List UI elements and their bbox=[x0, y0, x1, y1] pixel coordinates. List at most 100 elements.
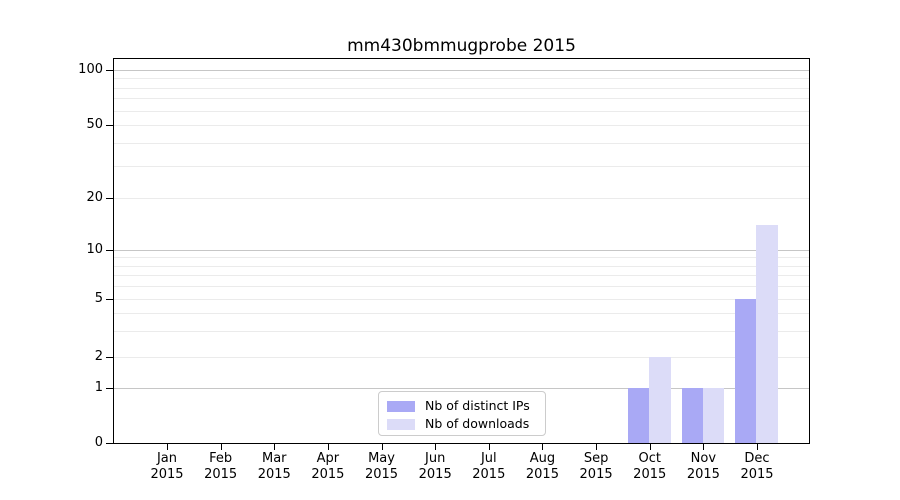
x-tick-year: 2015 bbox=[257, 467, 291, 482]
x-tick-month: Oct bbox=[638, 451, 661, 466]
x-tick bbox=[167, 444, 168, 450]
gridline-major bbox=[114, 250, 809, 251]
x-tick-year: 2015 bbox=[525, 467, 559, 482]
bar-distinct-ips bbox=[681, 388, 703, 443]
x-tick-month: Sep bbox=[583, 451, 609, 466]
y-tick-label: 5 bbox=[94, 291, 103, 306]
gridline-minor bbox=[114, 331, 809, 333]
x-tick-year: 2015 bbox=[579, 467, 613, 482]
x-tick bbox=[381, 444, 383, 450]
gridline-minor bbox=[114, 142, 809, 144]
x-tick-month: May bbox=[368, 451, 395, 466]
x-tick bbox=[649, 444, 651, 450]
gridline-minor bbox=[114, 87, 809, 89]
x-tick-label: Jan 2015 bbox=[141, 451, 193, 483]
x-tick-month: Mar bbox=[262, 451, 287, 466]
gridline-minor bbox=[114, 357, 809, 358]
bar-downloads bbox=[756, 224, 778, 443]
bar-downloads bbox=[702, 388, 725, 443]
legend-swatch-distinct-ips-icon bbox=[387, 400, 415, 412]
gridline-minor bbox=[114, 313, 809, 315]
legend-swatch-downloads-icon bbox=[387, 418, 415, 430]
y-tick-label: 0 bbox=[94, 435, 103, 450]
x-tick-month: Jul bbox=[480, 451, 497, 466]
x-tick-month: Nov bbox=[690, 451, 717, 466]
x-tick-label: Mar 2015 bbox=[248, 451, 300, 483]
x-tick-label: Sep 2015 bbox=[570, 451, 622, 483]
x-tick-label: Jul 2015 bbox=[463, 451, 515, 483]
x-tick-label: Oct 2015 bbox=[624, 451, 676, 483]
y-tick-label: 2 bbox=[94, 349, 103, 364]
gridline-minor bbox=[114, 198, 809, 199]
bar-distinct-ips bbox=[628, 388, 650, 443]
chart-title: mm430bmmugprobe 2015 bbox=[347, 36, 576, 56]
bar-downloads bbox=[649, 357, 671, 443]
y-tick bbox=[106, 198, 113, 199]
x-tick-year: 2015 bbox=[364, 467, 399, 482]
y-tick-label: 100 bbox=[78, 62, 103, 77]
y-tick bbox=[106, 125, 113, 126]
x-tick bbox=[756, 444, 758, 450]
x-tick-month: Jun bbox=[425, 451, 446, 466]
y-tick-label: 50 bbox=[86, 117, 103, 132]
gridline-minor bbox=[114, 98, 809, 100]
plot-area: 0 1 2 5 10 20 50 100 Jan 2015 Feb 2015 Mar 2015 Apr 201… bbox=[78, 59, 809, 482]
gridline-major bbox=[114, 70, 809, 71]
x-tick-label: Nov 2015 bbox=[677, 451, 729, 483]
gridline-major bbox=[114, 388, 809, 389]
legend-entry-distinct-ips: Nb of distinct IPs bbox=[387, 398, 545, 414]
y-tick-label: 20 bbox=[86, 190, 103, 205]
y-tick bbox=[106, 357, 113, 358]
x-tick-month: Dec bbox=[744, 451, 770, 466]
x-tick-label: Feb 2015 bbox=[195, 451, 247, 483]
bar-distinct-ips bbox=[735, 299, 757, 443]
x-tick-year: 2015 bbox=[472, 467, 506, 482]
plot-frame bbox=[113, 58, 810, 444]
x-tick-year: 2015 bbox=[311, 467, 345, 482]
x-tick bbox=[327, 444, 329, 450]
y-tick bbox=[106, 443, 113, 444]
gridline-minor bbox=[114, 286, 809, 288]
x-tick-year: 2015 bbox=[740, 467, 774, 482]
gridline-minor bbox=[114, 110, 809, 112]
x-tick bbox=[542, 444, 544, 450]
x-tick bbox=[488, 444, 490, 450]
gridline-minor bbox=[114, 257, 809, 259]
x-tick-month: Apr bbox=[316, 451, 340, 466]
gridline-minor bbox=[114, 265, 809, 267]
gridline-minor bbox=[114, 275, 809, 277]
gridline-minor bbox=[114, 165, 809, 167]
x-tick bbox=[703, 444, 705, 450]
y-tick-label: 1 bbox=[94, 380, 103, 395]
x-tick-label: Aug 2015 bbox=[516, 451, 568, 483]
x-tick-year: 2015 bbox=[150, 467, 184, 482]
legend-label-downloads: Nb of downloads bbox=[425, 416, 530, 431]
legend: Nb of distinct IPs Nb of downloads bbox=[378, 391, 546, 436]
legend-entry-downloads: Nb of downloads bbox=[387, 416, 545, 432]
x-tick-label: Dec 2015 bbox=[731, 451, 783, 483]
x-tick-label: May 2015 bbox=[356, 451, 408, 483]
x-tick bbox=[220, 444, 222, 450]
legend-label-distinct-ips: Nb of distinct IPs bbox=[425, 398, 530, 413]
y-tick bbox=[106, 299, 113, 300]
y-tick bbox=[106, 250, 113, 251]
y-tick bbox=[106, 70, 113, 71]
x-tick-month: Jan bbox=[156, 451, 178, 466]
y-tick-label: 10 bbox=[86, 242, 103, 257]
x-tick-year: 2015 bbox=[418, 467, 452, 482]
x-tick-year: 2015 bbox=[204, 467, 238, 482]
x-tick-label: Jun 2015 bbox=[409, 451, 461, 483]
x-tick bbox=[435, 444, 437, 450]
x-tick-year: 2015 bbox=[686, 467, 720, 482]
y-tick bbox=[106, 388, 113, 389]
x-tick-label: Apr 2015 bbox=[302, 451, 354, 483]
x-tick bbox=[274, 444, 276, 450]
gridline-minor bbox=[114, 125, 809, 126]
x-tick-month: Feb bbox=[209, 451, 233, 466]
x-tick bbox=[596, 444, 598, 450]
gridline-minor bbox=[114, 78, 809, 80]
x-tick-month: Aug bbox=[529, 451, 556, 466]
x-tick-year: 2015 bbox=[633, 467, 667, 482]
gridline-minor bbox=[114, 299, 809, 300]
